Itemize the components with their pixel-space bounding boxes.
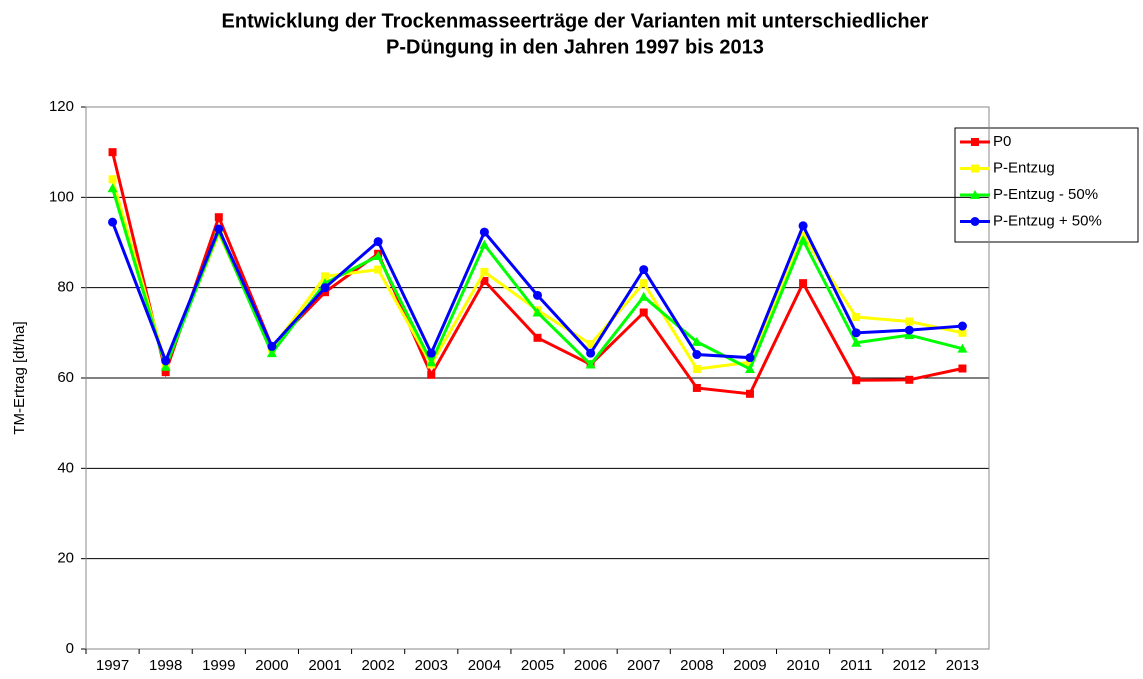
x-tick-label: 2011 — [840, 657, 872, 674]
marker — [427, 370, 436, 379]
x-tick-label: 1998 — [149, 657, 182, 674]
x-tick-label: 2006 — [574, 657, 607, 674]
legend-label: P-Entzug — [993, 159, 1055, 176]
plot-frame — [85, 106, 990, 650]
x-tick-label: 2005 — [521, 657, 554, 674]
marker — [161, 368, 170, 377]
marker — [266, 348, 277, 358]
marker — [108, 175, 117, 184]
marker — [799, 279, 808, 288]
x-tick-label: 2001 — [308, 657, 341, 674]
y-tick-label: 20 — [57, 550, 74, 567]
x-tick-label: 2010 — [786, 657, 819, 674]
legend-label: P-Entzug + 50% — [993, 212, 1102, 229]
marker — [692, 364, 701, 373]
marker — [108, 148, 117, 157]
marker — [798, 221, 808, 231]
marker — [108, 217, 118, 227]
marker — [905, 317, 914, 326]
marker — [533, 290, 542, 300]
marker — [373, 237, 383, 247]
x-tick-label: 2007 — [627, 657, 660, 674]
marker — [160, 361, 171, 371]
chart-title: P-Düngung in den Jahren 1997 bis 2013 — [386, 36, 764, 58]
x-tick-label: 2003 — [415, 657, 448, 674]
marker — [321, 288, 330, 297]
marker — [692, 383, 701, 392]
marker — [426, 357, 437, 367]
marker — [958, 364, 967, 373]
marker — [744, 363, 755, 373]
marker — [638, 291, 649, 301]
x-tick-label: 1997 — [96, 657, 129, 674]
marker — [321, 272, 330, 281]
x-tick-label: 2008 — [680, 657, 713, 674]
y-tick-label: 80 — [57, 279, 74, 296]
marker — [798, 235, 809, 245]
marker — [480, 276, 489, 285]
marker — [958, 328, 967, 337]
marker — [639, 308, 648, 317]
marker — [586, 348, 596, 358]
y-axis-label: TM-Ertrag [dt/ha] — [11, 321, 28, 434]
marker — [479, 239, 490, 249]
marker — [905, 375, 914, 384]
y-tick-label: 120 — [49, 98, 74, 115]
marker — [957, 321, 967, 331]
y-tick-label: 100 — [49, 188, 74, 205]
marker — [904, 325, 914, 335]
marker — [373, 251, 384, 261]
y-tick-label: 60 — [57, 369, 74, 386]
marker — [691, 336, 702, 346]
legend-marker — [971, 138, 979, 146]
legend-label: P0 — [993, 133, 1011, 150]
marker — [161, 356, 171, 366]
x-tick-label: 2013 — [946, 657, 979, 674]
marker — [639, 279, 648, 288]
chart-title: Entwicklung der Trockenmasseerträge der … — [222, 10, 929, 32]
x-tick-label: 2004 — [468, 657, 501, 674]
marker — [745, 358, 754, 367]
marker — [957, 343, 968, 353]
marker — [426, 348, 436, 358]
marker — [374, 265, 383, 274]
marker — [851, 328, 861, 338]
x-tick-label: 2009 — [733, 657, 766, 674]
marker — [745, 353, 755, 363]
legend-marker — [970, 217, 980, 226]
marker — [692, 350, 702, 360]
legend-label: P-Entzug - 50% — [993, 186, 1098, 203]
marker — [532, 307, 543, 317]
marker — [479, 227, 489, 237]
marker — [639, 265, 649, 275]
x-tick-label: 2002 — [361, 657, 394, 674]
marker — [267, 341, 277, 351]
y-tick-label: 40 — [57, 459, 74, 476]
legend-marker — [970, 190, 980, 199]
marker — [745, 389, 754, 398]
legend-marker — [971, 164, 979, 173]
marker — [533, 333, 542, 342]
marker — [585, 359, 596, 369]
x-tick-label: 2012 — [893, 657, 926, 674]
marker — [214, 213, 223, 222]
marker — [852, 376, 861, 385]
marker — [107, 183, 118, 193]
marker — [214, 224, 224, 234]
marker — [480, 267, 489, 276]
marker — [852, 313, 861, 322]
x-tick-label: 1999 — [202, 657, 235, 674]
marker — [586, 340, 595, 349]
marker — [320, 283, 330, 293]
marker — [851, 337, 862, 347]
y-tick-label: 0 — [66, 640, 74, 657]
x-tick-label: 2000 — [255, 657, 288, 674]
